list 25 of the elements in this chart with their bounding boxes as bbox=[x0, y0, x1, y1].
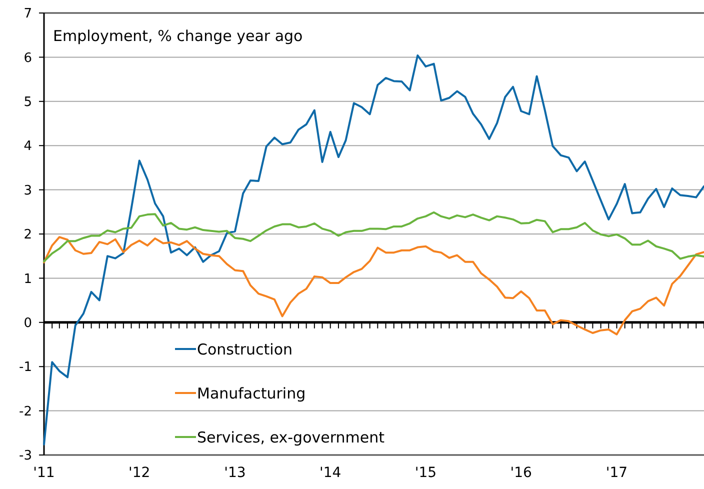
x-tick-label: '17 bbox=[606, 465, 628, 481]
y-tick-label: 3 bbox=[24, 183, 32, 198]
y-tick-label: 1 bbox=[24, 272, 32, 287]
x-tick-label: '11 bbox=[33, 465, 55, 481]
line-series bbox=[43, 54, 704, 446]
text: Employment, % change year ago bbox=[53, 27, 303, 45]
y-tick-label: 6 bbox=[24, 50, 32, 66]
legend-label: Construction bbox=[197, 340, 293, 358]
y-tick-label: -3 bbox=[19, 448, 32, 464]
x-tick-label: '12 bbox=[128, 465, 150, 481]
x-tick-label: '13 bbox=[224, 465, 246, 481]
legend-label: Manufacturing bbox=[197, 384, 306, 402]
x-tick-label: '16 bbox=[510, 465, 532, 481]
line-series bbox=[43, 211, 704, 262]
y-tick-label: 0 bbox=[24, 316, 32, 331]
y-tick-label: -1 bbox=[19, 360, 32, 376]
legend-label: Services, ex-government bbox=[197, 428, 385, 446]
line-series bbox=[43, 236, 704, 336]
y-tick-label: 4 bbox=[24, 139, 32, 154]
y-tick-label: 2 bbox=[24, 228, 32, 243]
x-tick-label: '14 bbox=[320, 465, 342, 481]
y-tick-label: 5 bbox=[24, 94, 32, 110]
y-tick-label: 7 bbox=[24, 6, 32, 22]
x-tick-label: '15 bbox=[414, 465, 437, 481]
y-tick-label: -2 bbox=[19, 404, 32, 420]
